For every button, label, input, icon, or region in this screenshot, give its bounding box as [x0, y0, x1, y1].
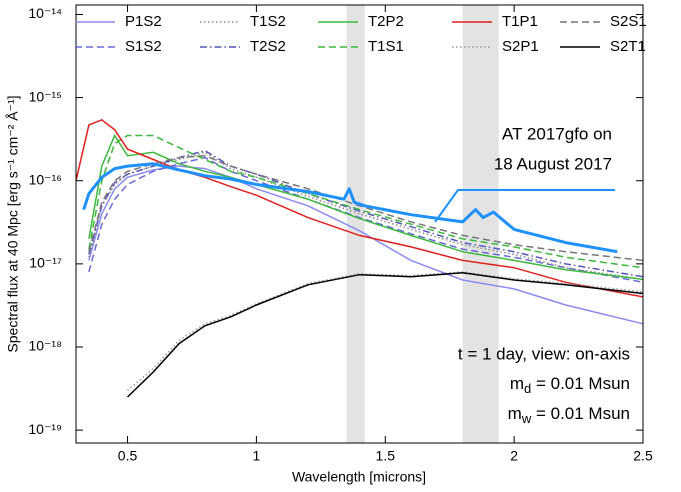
x-tick-label: 1 — [253, 448, 261, 464]
y-tick-label: 10⁻¹⁸ — [28, 338, 62, 354]
x-tick-label: 2.5 — [633, 448, 653, 464]
legend-label: S2T1 — [610, 38, 646, 55]
legend-label: T2S2 — [250, 38, 286, 55]
legend-label: T1S1 — [368, 38, 404, 55]
shaded-region — [346, 5, 365, 443]
legend-label: P1S2 — [125, 13, 162, 30]
plot-frame — [75, 4, 644, 444]
y-axis-label: Spectral flux at 40 Mpc [erg s⁻¹ cm⁻² Å⁻… — [5, 95, 21, 352]
x-tick-label: 2 — [510, 448, 518, 464]
series-line — [88, 154, 644, 262]
legend-label: T1S2 — [250, 13, 286, 30]
annotation-part: = 0.01 Msun — [531, 374, 630, 393]
series-line — [88, 156, 644, 284]
annotation: t = 1 day, view: on-axis — [458, 344, 630, 363]
annotation-part: = 0.01 Msun — [531, 404, 630, 423]
plot-area — [75, 5, 644, 443]
annotation-sub: d — [524, 381, 531, 396]
series-line — [127, 271, 644, 392]
pointer-line — [434, 189, 615, 223]
legend-label: S1S2 — [125, 38, 162, 55]
x-tick-label: 0.5 — [118, 448, 138, 464]
annotation: md = 0.01 Msun — [510, 374, 630, 396]
legend-label: T1P1 — [502, 13, 538, 30]
legend-label: S2P1 — [502, 38, 539, 55]
series-line — [75, 118, 644, 298]
y-tick-label: 10⁻¹⁹ — [28, 421, 62, 437]
annotation-sub: w — [521, 411, 532, 426]
y-tick-label: 10⁻¹⁴ — [28, 5, 62, 21]
x-axis-label: Wavelength [microns] — [292, 469, 426, 485]
legend-label: S2S1 — [610, 13, 647, 30]
annotation-part: m — [508, 404, 522, 423]
observed-spectrum — [82, 162, 618, 254]
observed-label: 18 August 2017 — [494, 154, 612, 173]
shaded-region — [462, 5, 499, 443]
y-tick-label: 10⁻¹⁶ — [29, 171, 62, 187]
y-tick-label: 10⁻¹⁷ — [29, 255, 62, 271]
x-tick-label: 1.5 — [376, 448, 396, 464]
observed-label: AT 2017gfo on — [502, 124, 612, 143]
legend-label: T2P2 — [368, 13, 404, 30]
series-line — [126, 272, 644, 398]
annotation: mw = 0.01 Msun — [508, 404, 630, 426]
legend: P1S2 S1S2 T1S2 T2S2 T2P2 T1S1 T1P1 S2P1 S2S1 S2T1 — [75, 13, 647, 55]
y-tick-label: 10⁻¹⁵ — [29, 88, 62, 104]
annotation-part: m — [510, 374, 524, 393]
